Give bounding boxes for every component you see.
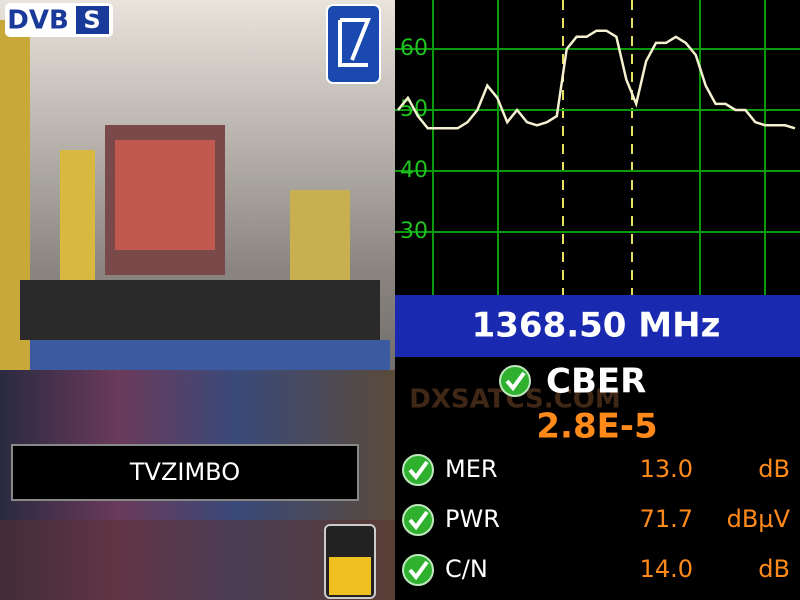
check-mark [408, 460, 429, 481]
measurement-label: PWR [445, 505, 500, 533]
check-icon [402, 554, 434, 586]
check-mark [505, 371, 526, 392]
measurement-label: MER [445, 455, 498, 483]
check-mark [408, 560, 429, 581]
check-icon [402, 504, 434, 536]
measurement-unit: dB [758, 555, 790, 583]
logo-left: DVB [7, 6, 69, 36]
y-tick-label: 40 [400, 158, 428, 183]
battery-level [329, 557, 371, 595]
measurement-value: 14.0 [640, 555, 693, 583]
check-icon [499, 365, 531, 397]
logo-right: S [83, 6, 100, 34]
measurement-value: 13.0 [640, 455, 693, 483]
logo-right-box [76, 6, 109, 34]
channel-icon-glyph [338, 18, 371, 67]
y-tick-label: 60 [400, 36, 428, 61]
check-mark [408, 510, 429, 531]
channel-name: TVZIMBO [129, 458, 240, 486]
cber-value: 2.8E-5 [536, 407, 657, 447]
video [0, 0, 395, 600]
frequency: 1368.50 MHz [472, 306, 721, 346]
spectrum-trace [397, 29, 796, 130]
y-tick-label: 30 [400, 219, 428, 244]
frequency-bar [395, 295, 800, 357]
check-icon [402, 454, 434, 486]
channel-icon [326, 4, 381, 84]
measurement-unit: dBµV [727, 505, 791, 533]
measurement-label: C/N [445, 555, 488, 583]
measurement-unit: dB [758, 455, 790, 483]
channel-bar [11, 444, 359, 501]
measurement-value: 71.7 [640, 505, 693, 533]
cber-label: CBER [546, 362, 646, 402]
spectrum: 3040506070 [395, 0, 800, 295]
